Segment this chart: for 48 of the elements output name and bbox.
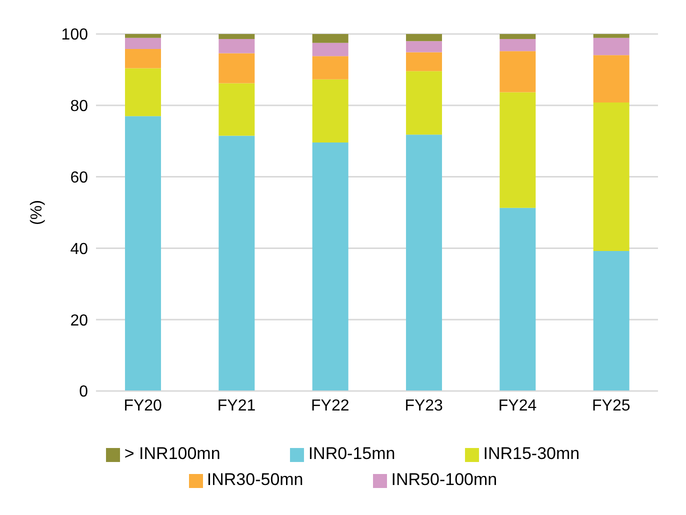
bar bbox=[218, 53, 255, 84]
bar bbox=[593, 34, 630, 38]
y-tick-label: 0 bbox=[79, 384, 88, 401]
x-tick-label: FY23 bbox=[404, 397, 444, 414]
y-tick-label: 80 bbox=[70, 98, 88, 116]
bar bbox=[312, 79, 348, 143]
x-tick-label: FY25 bbox=[592, 397, 630, 414]
bar bbox=[312, 42, 348, 56]
bar bbox=[125, 34, 161, 38]
bar bbox=[500, 51, 536, 92]
x-tick-label: FY20 bbox=[124, 397, 162, 414]
x-tick-label: FY24 bbox=[498, 397, 537, 414]
bar bbox=[593, 55, 630, 103]
bar bbox=[218, 34, 255, 39]
legend-label: INR30-50mn bbox=[206, 470, 304, 489]
bar bbox=[125, 38, 161, 49]
bar bbox=[406, 34, 442, 42]
legend-label: INR15-30mn bbox=[483, 444, 580, 463]
y-tick-label: 60 bbox=[70, 169, 88, 186]
y-tick-label: 100 bbox=[61, 26, 88, 44]
bar bbox=[125, 116, 161, 391]
bar bbox=[406, 52, 442, 72]
bar bbox=[593, 251, 630, 391]
bar bbox=[500, 34, 536, 39]
bar bbox=[500, 92, 536, 208]
x-tick-label: FY21 bbox=[217, 397, 256, 414]
bar bbox=[312, 34, 348, 43]
bar bbox=[312, 142, 348, 391]
bar bbox=[125, 68, 161, 116]
legend-label: INR50-100mn bbox=[391, 470, 498, 489]
x-tick-label: FY22 bbox=[311, 397, 350, 414]
bar bbox=[406, 134, 442, 391]
legend-label: > INR100mn bbox=[124, 444, 220, 463]
bar bbox=[218, 39, 255, 54]
bar bbox=[218, 136, 255, 391]
bar bbox=[593, 38, 630, 56]
bar bbox=[593, 102, 630, 252]
y-tick-label: 40 bbox=[70, 240, 88, 258]
bar bbox=[312, 56, 348, 80]
y-axis-title: (%) bbox=[28, 200, 46, 225]
bar bbox=[500, 39, 536, 52]
bar bbox=[125, 48, 161, 68]
bar bbox=[218, 83, 255, 136]
legend-label: INR0-15mn bbox=[308, 444, 396, 463]
bar bbox=[406, 71, 442, 135]
y-tick-label: 20 bbox=[70, 312, 88, 330]
bar bbox=[500, 208, 536, 391]
bar bbox=[406, 41, 442, 52]
